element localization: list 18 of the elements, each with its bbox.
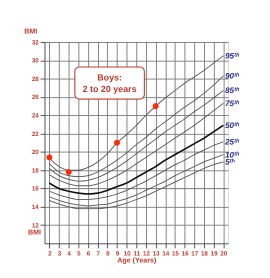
line-series	[48, 141, 224, 200]
series-label: 50ᵗʰ	[225, 121, 240, 130]
series-label: 95ᵗʰ	[225, 51, 240, 60]
point	[66, 169, 72, 176]
series-label: 25ᵗʰ	[224, 137, 240, 146]
series-label: 85ᵗʰ	[225, 86, 240, 96]
point	[152, 103, 159, 110]
point	[46, 154, 52, 160]
line-series	[48, 124, 224, 195]
series-label: 10ᵗʰ	[225, 150, 240, 160]
series-label: 75ᵗʰ	[225, 99, 240, 108]
point	[114, 140, 120, 146]
line-series	[48, 154, 224, 206]
series-label: 90ᵗʰ	[225, 72, 240, 81]
line-series	[48, 75, 224, 178]
annotation: Boys: 2 to 20 years	[82, 72, 137, 94]
series-label: 5ᵗʰ	[225, 158, 236, 167]
line-series	[48, 102, 224, 186]
